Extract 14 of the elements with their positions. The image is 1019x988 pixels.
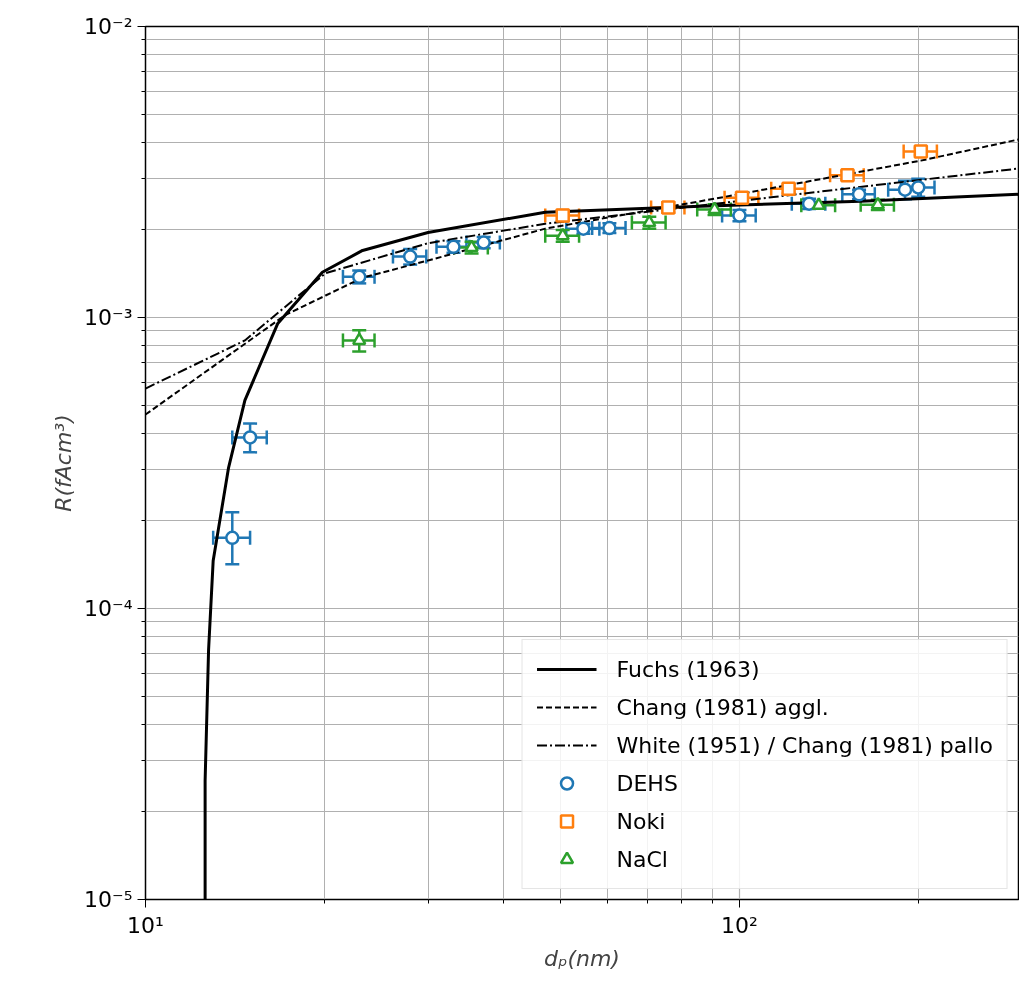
legend-label: Fuchs (1963)	[616, 656, 760, 682]
legend-label: White (1951) / Chang (1981) pallo	[616, 732, 993, 758]
legend-label: Chang (1981) aggl.	[616, 694, 829, 720]
x-tick-label: 10¹	[127, 912, 164, 938]
y-axis-title: R(fAcm³)	[51, 414, 77, 512]
x-axis-title: dₚ(nm)	[544, 945, 620, 971]
y-tick-label: 10⁻²	[84, 14, 133, 39]
x-tick-label: 10²	[721, 912, 758, 938]
y-tick-label: 10⁻³	[84, 305, 133, 330]
y-tick-label: 10⁻⁴	[84, 596, 133, 621]
legend-label: Noki	[616, 808, 666, 834]
y-tick-label: 10⁻⁵	[84, 887, 133, 912]
legend-label: NaCl	[616, 846, 668, 872]
legend-label: DEHS	[616, 770, 678, 796]
